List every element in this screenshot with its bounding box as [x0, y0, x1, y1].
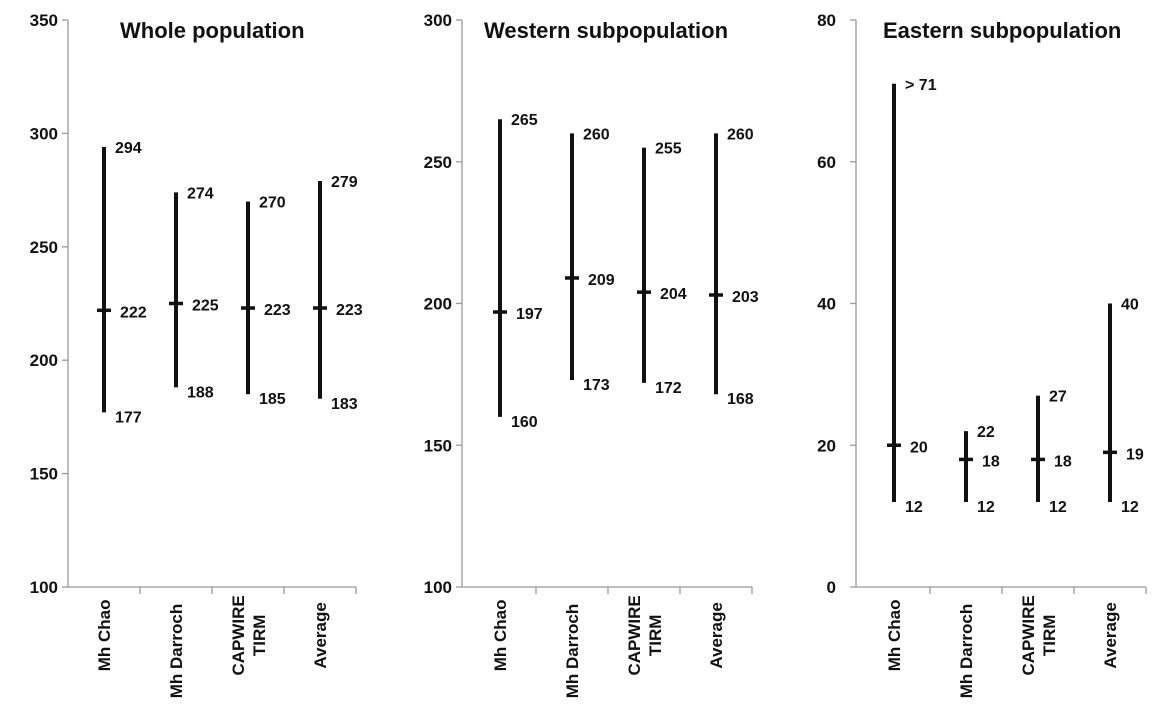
panel3-y-tick-label: 20 [817, 436, 836, 455]
panel3-mid-label: 18 [1054, 453, 1072, 470]
panel2-low-label: 168 [727, 391, 754, 408]
panel3-mid-label: 20 [910, 439, 928, 456]
panel2-low-label: 160 [511, 414, 538, 431]
panel3-high-label: 22 [977, 424, 995, 441]
panel1-high-label: 270 [259, 194, 286, 211]
panel1-high-label: 294 [115, 140, 142, 157]
panel1-mid-label: 222 [120, 304, 147, 321]
panel2-y-tick-label: 150 [424, 436, 452, 455]
panel2-category-label: Mh Darroch [563, 604, 582, 698]
panel3-y-tick-label: 40 [817, 295, 836, 314]
panel2-low-label: 173 [583, 377, 610, 394]
panel1-mid-label: 225 [192, 298, 219, 315]
panel2-y-tick-label: 100 [424, 578, 452, 597]
panel2-y-tick-label: 250 [424, 153, 452, 172]
panel1-y-tick-label: 150 [30, 465, 58, 484]
panel2-high-label: 260 [727, 126, 754, 143]
panel2-mid-label: 197 [516, 306, 543, 323]
panel2-category-label: Average [707, 602, 726, 668]
panel3-category-label: Average [1101, 602, 1120, 668]
panel1-y-tick-label: 100 [30, 578, 58, 597]
panel3-title: Eastern subpopulation [883, 18, 1121, 43]
panel1-low-label: 183 [331, 396, 358, 413]
panel1-high-label: 274 [187, 185, 214, 202]
panel3-low-label: 12 [1049, 499, 1067, 516]
panel2-mid-label: 203 [732, 289, 759, 306]
panel1-category-label: Mh Darroch [167, 604, 186, 698]
panel1-mid-label: 223 [336, 302, 363, 319]
panel3-mid-label: 19 [1126, 446, 1144, 463]
panel1-low-label: 188 [187, 384, 214, 401]
panel2-mid-label: 209 [588, 272, 615, 289]
panel1-mid-label: 223 [264, 302, 291, 319]
panel3-high-label: 27 [1049, 389, 1067, 406]
panel1-category-label: CAPWIRE TIRM [229, 595, 269, 675]
panel2-mid-label: 204 [660, 286, 687, 303]
panel1-low-label: 177 [115, 409, 142, 426]
panel3-y-tick-label: 80 [817, 11, 836, 30]
panel2-category-label: CAPWIRE TIRM [625, 595, 665, 675]
panel1-y-tick-label: 250 [30, 238, 58, 257]
panel1-title: Whole population [120, 18, 305, 43]
panel1-y-tick-label: 200 [30, 351, 58, 370]
panel3-low-label: 12 [977, 499, 995, 516]
panel1-low-label: 185 [259, 391, 286, 408]
panel1-y-tick-label: 300 [30, 124, 58, 143]
panel3-high-label: > 71 [905, 77, 937, 94]
panel1-high-label: 279 [331, 174, 358, 191]
panel2-title: Western subpopulation [484, 18, 728, 43]
panel3-category-label: CAPWIRE TIRM [1019, 595, 1059, 675]
panel3-category-label: Mh Chao [885, 600, 904, 672]
panel2-low-label: 172 [655, 380, 682, 397]
panel3-category-label: Mh Darroch [957, 604, 976, 698]
panel1-y-tick-label: 350 [30, 11, 58, 30]
panel2-high-label: 260 [583, 126, 610, 143]
panel2-category-label: Mh Chao [491, 600, 510, 672]
panel3-y-tick-label: 0 [827, 578, 836, 597]
panel3-y-tick-label: 60 [817, 153, 836, 172]
panel1-category-label: Average [311, 602, 330, 668]
panel3-low-label: 12 [905, 499, 923, 516]
panel2-y-tick-label: 300 [424, 11, 452, 30]
panel3-low-label: 12 [1121, 499, 1139, 516]
panel3-mid-label: 18 [982, 453, 1000, 470]
panel2-high-label: 255 [655, 141, 682, 158]
panel2-y-tick-label: 200 [424, 295, 452, 314]
panel2-high-label: 265 [511, 112, 538, 129]
panel3-high-label: 40 [1121, 297, 1139, 314]
panel1-category-label: Mh Chao [95, 600, 114, 672]
